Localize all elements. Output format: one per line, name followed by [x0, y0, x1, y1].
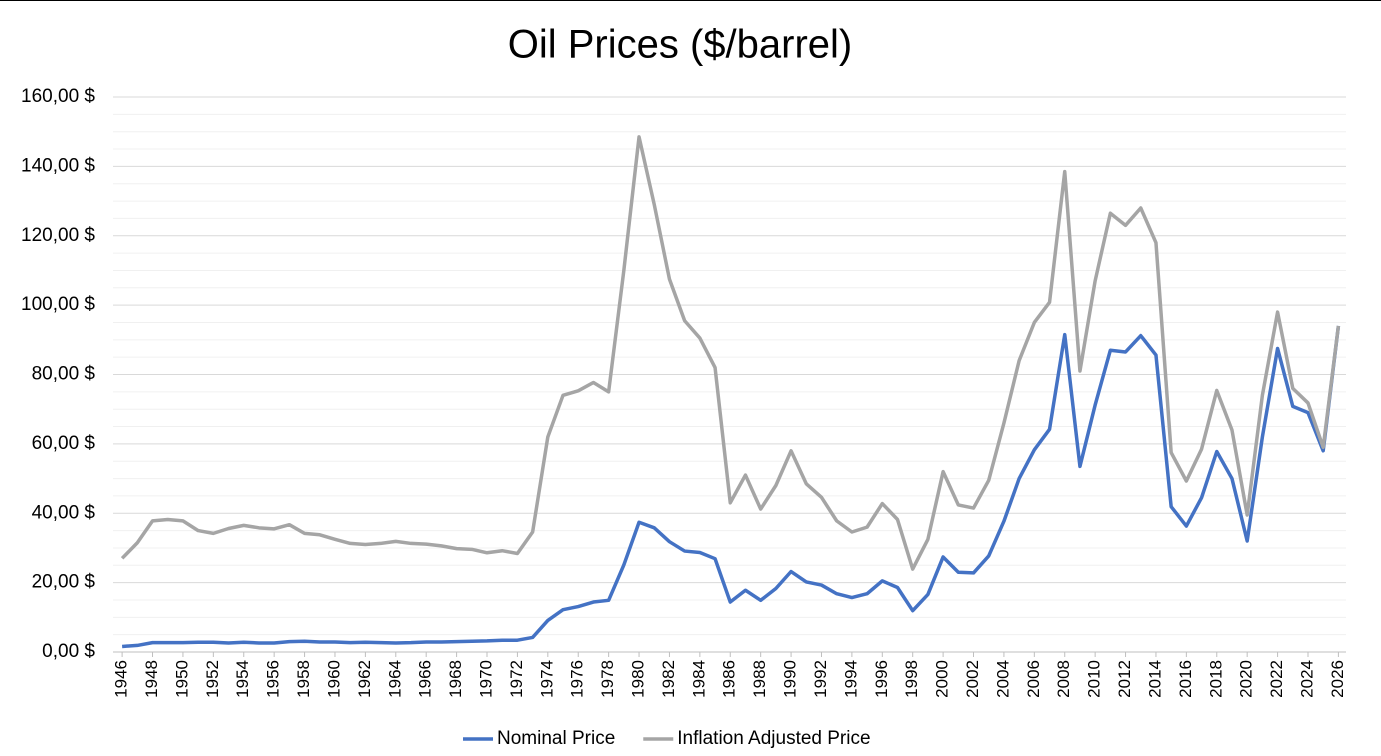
data-line: [122, 325, 1341, 649]
x-tick-label: 2026: [1328, 660, 1347, 698]
x-tick-label: 1954: [233, 660, 252, 698]
x-tick-label: 2000: [933, 660, 952, 698]
x-tick-label: 1972: [507, 660, 526, 698]
y-tick-label: 140,00 $: [21, 155, 95, 176]
x-tick-label: 2018: [1206, 660, 1225, 698]
y-tick-label: 20,00 $: [32, 572, 96, 593]
grid: [113, 96, 1346, 657]
plot-area: [120, 135, 1341, 649]
x-tick-label: 1984: [689, 660, 708, 698]
x-tick-label: 2006: [1024, 660, 1043, 698]
x-tick-label: 1962: [355, 660, 374, 698]
x-tick-label: 2014: [1145, 660, 1164, 698]
y-tick-label: 60,00 $: [32, 433, 96, 454]
x-tick-label: 1948: [142, 660, 161, 698]
x-tick-label: 1964: [385, 660, 404, 698]
y-tick-label: 40,00 $: [32, 502, 96, 523]
x-tick-label: 2008: [1054, 660, 1073, 698]
x-tick-label: 2012: [1115, 660, 1134, 698]
x-tick-label: 1996: [872, 660, 891, 698]
x-tick-label: 2020: [1237, 660, 1256, 698]
x-tick-label: 1958: [294, 660, 313, 698]
x-tick-label: 1976: [568, 660, 587, 698]
x-tick-label: 1992: [811, 660, 830, 698]
chart-title: Oil Prices ($/barrel): [508, 23, 853, 67]
x-tick-label: 1960: [324, 660, 343, 698]
x-tick-label: 2002: [963, 660, 982, 698]
x-tick-label: 2010: [1085, 660, 1104, 698]
x-tick-label: 1986: [720, 660, 739, 698]
x-tick-label: 1956: [264, 660, 283, 698]
x-tick-label: 1974: [537, 660, 556, 698]
x-tick-label: 2016: [1176, 660, 1195, 698]
x-tick-label: 1950: [172, 660, 191, 698]
x-tick-label: 1990: [781, 660, 800, 698]
x-tick-label: 1952: [203, 660, 222, 698]
x-tick-label: 2022: [1267, 660, 1286, 698]
y-tick-label: 0,00 $: [42, 641, 95, 662]
x-tick-label: 1982: [659, 660, 678, 698]
data-line: [120, 135, 1341, 571]
y-tick-label: 100,00 $: [21, 294, 95, 315]
x-tick-label: 2024: [1297, 660, 1316, 698]
x-tick-label: 1968: [446, 660, 465, 698]
x-tick-label: 1998: [902, 660, 921, 698]
x-tick-label: 1946: [112, 660, 131, 698]
x-tick-label: 2004: [993, 660, 1012, 698]
y-tick-label: 160,00 $: [21, 86, 95, 107]
x-tick-label: 1994: [841, 660, 860, 698]
x-tick-label: 1988: [750, 660, 769, 698]
y-tick-label: 120,00 $: [21, 225, 95, 246]
legend-label: Inflation Adjusted Price: [677, 728, 870, 749]
legend-label: Nominal Price: [497, 728, 615, 749]
x-tick-label: 1980: [629, 660, 648, 698]
x-tick-label: 1966: [416, 660, 435, 698]
x-tick-label: 1970: [476, 660, 495, 698]
y-tick-label: 80,00 $: [32, 364, 96, 385]
x-tick-label: 1978: [598, 660, 617, 698]
